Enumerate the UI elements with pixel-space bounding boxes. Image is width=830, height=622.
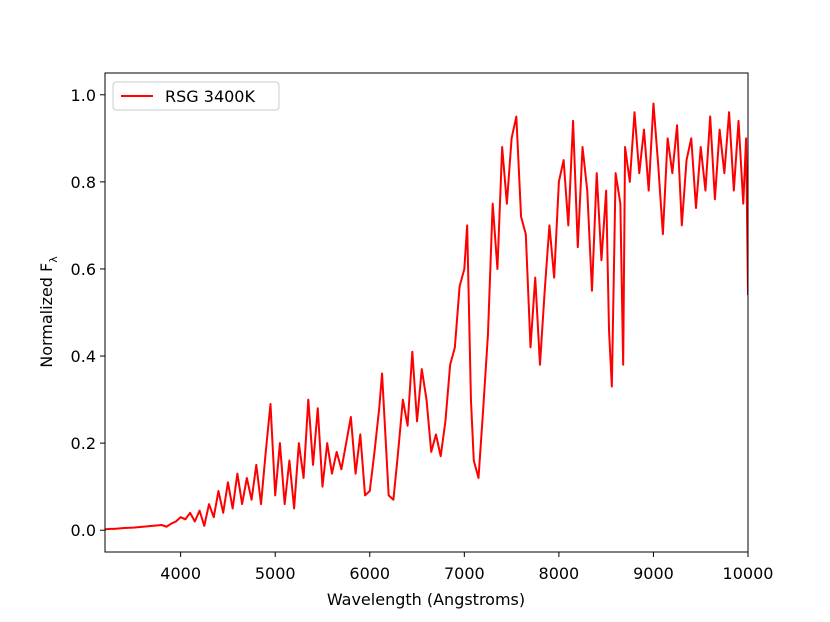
y-tick-label: 0.4 <box>71 347 96 366</box>
y-tick-label: 0.2 <box>71 434 96 453</box>
x-tick-label: 5000 <box>255 564 296 583</box>
x-tick-label: 9000 <box>633 564 674 583</box>
legend-box <box>112 81 280 111</box>
y-axis-label: Normalized Fλ <box>37 256 60 368</box>
x-tick-label: 6000 <box>349 564 390 583</box>
spectrum-line <box>105 102 748 531</box>
x-tick-label: 10000 <box>723 564 774 583</box>
x-tick-label: 8000 <box>539 564 580 583</box>
y-axis-label-main: Normalized F <box>37 263 56 368</box>
y-tick-label: 1.0 <box>71 86 96 105</box>
x-tick-label: 7000 <box>444 564 485 583</box>
y-tick-label: 0.8 <box>71 173 96 192</box>
legend-label: RSG 3400K <box>165 87 255 106</box>
plot-frame <box>104 72 749 553</box>
x-tick-label: 4000 <box>160 564 201 583</box>
x-axis-label: Wavelength (Angstroms) <box>327 590 525 609</box>
y-tick-label: 0.0 <box>71 521 96 540</box>
y-axis-label-subscript: λ <box>47 256 60 263</box>
y-tick-label: 0.6 <box>71 260 96 279</box>
plot-area <box>105 102 748 531</box>
